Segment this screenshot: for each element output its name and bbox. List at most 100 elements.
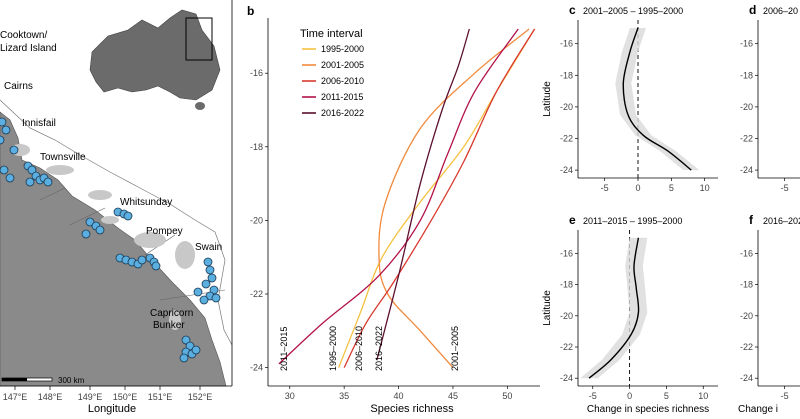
- map-x-ticks: 147°E 148°E 149°E 150°E 151°E 152°E: [3, 386, 213, 402]
- y-tick-label: -24: [560, 373, 573, 383]
- curve-label: 2011–2015: [279, 327, 289, 371]
- region-label-cooktown: Cooktown/Lizard Island: [0, 30, 57, 54]
- site-point: [0, 135, 5, 145]
- panel-b-series: [278, 28, 536, 369]
- y-tick-label: -20: [740, 102, 753, 112]
- site-point: [211, 293, 221, 303]
- panel-letter-b: b: [247, 4, 254, 18]
- site-point: [193, 287, 203, 297]
- panel-b-x-tick-label: 45: [448, 391, 458, 401]
- small-panels: c 2001–2005 – 1995–2000 -16 -18 -20 -22 -24 -5 0…: [542, 3, 800, 415]
- site-point: [85, 217, 95, 227]
- site-point: [207, 273, 217, 283]
- panel-title: 2006–20: [763, 6, 798, 16]
- site-point: [27, 165, 37, 175]
- zone-line-1: [39, 187, 226, 301]
- site-point: [123, 211, 133, 221]
- panel-letter-f: f: [749, 213, 754, 227]
- inset-focus-box: [185, 17, 213, 61]
- curve-label: 1995–2000: [328, 326, 338, 371]
- site-point: [81, 229, 91, 239]
- panel-b-y-tick-label: -20: [250, 215, 263, 225]
- y-tick-label: -24: [740, 373, 753, 383]
- site-point: [43, 177, 53, 187]
- panel-letter-c: c: [569, 3, 576, 17]
- panel-b-y-tick-label: -16: [250, 68, 263, 78]
- series-line-2011-2015: [278, 28, 519, 365]
- map-x-tick-label: 152°E: [188, 392, 213, 402]
- x-tick-label: 0: [627, 391, 632, 401]
- site-point: [0, 165, 9, 175]
- site-point: [185, 341, 195, 351]
- tasmania: [195, 102, 205, 110]
- legend-entry: 2006-2010: [321, 76, 364, 86]
- panel-b-y-tick-label: -24: [250, 363, 263, 373]
- region-label-townsville: Townsville: [40, 152, 86, 163]
- y-tick-label: -18: [740, 280, 753, 290]
- panel-b-x-tick-label: 40: [394, 391, 404, 401]
- y-tick-label: -22: [560, 134, 573, 144]
- y-tick-label: -22: [740, 342, 753, 352]
- site-point: [209, 285, 219, 295]
- region-label-swain: Swain: [195, 242, 222, 253]
- legend-entry: 2016-2022: [321, 108, 364, 118]
- y-tick-label: -22: [740, 134, 753, 144]
- x-tick-label: 0: [635, 183, 640, 193]
- x-tick-label: -5: [601, 183, 609, 193]
- reef-patches: [10, 144, 195, 330]
- map-panel: Cooktown/Lizard Island Cairns Innisfail …: [0, 0, 233, 415]
- curve-label: 2006–2010: [354, 326, 364, 371]
- site-point: [137, 255, 147, 265]
- y-tick-label: -20: [560, 102, 573, 112]
- panel-b-x-tick-label: 30: [285, 391, 295, 401]
- series-line-2001-2005: [378, 28, 530, 369]
- map-x-tick-label: 150°E: [113, 392, 138, 402]
- panel-letter-e: e: [569, 213, 576, 227]
- series-line-1995-2000: [338, 28, 536, 368]
- australia-outline: [89, 9, 221, 101]
- region-label-cairns: Cairns: [4, 81, 33, 92]
- site-point: [201, 279, 211, 289]
- site-points: [0, 117, 221, 363]
- site-point: [25, 177, 35, 187]
- site-point: [205, 265, 215, 275]
- x-tick-label: 10: [700, 183, 710, 193]
- region-label-capricorn-bunker: Capricorn Bunker: [150, 308, 193, 331]
- site-point: [179, 353, 189, 363]
- y-axis-label: Latitude: [542, 81, 553, 117]
- site-point: [199, 295, 209, 305]
- y-tick-label: -18: [560, 280, 573, 290]
- site-point: [1, 125, 11, 135]
- series-line-2006-2010: [343, 28, 536, 368]
- region-label-pompey: Pompey: [146, 226, 183, 237]
- site-point: [95, 225, 105, 235]
- map-x-axis-label: Longitude: [88, 403, 136, 415]
- y-tick-label: -16: [560, 248, 573, 258]
- site-point: [9, 145, 19, 155]
- y-tick-label: -16: [740, 39, 753, 49]
- x-axis-label: Change in species richness: [587, 404, 709, 415]
- trend-line: [622, 27, 692, 171]
- legend-entry: 2011-2015: [321, 92, 363, 102]
- site-point: [0, 117, 7, 127]
- legend-entry: 2001-2005: [321, 60, 364, 70]
- panel-letter-d: d: [749, 3, 756, 17]
- site-point: [203, 257, 213, 267]
- legend-entry: 1995-2000: [321, 44, 364, 54]
- panel-b-y-tick-label: -18: [250, 142, 263, 152]
- confidence-ribbon: [580, 237, 648, 379]
- scale-label: 300 km: [58, 376, 85, 385]
- curve-label: 2001–2005: [450, 326, 460, 371]
- curve-label: 2016–2022: [374, 326, 384, 371]
- x-axis-label: Change i: [738, 404, 778, 415]
- panel-title: 2016–202: [763, 216, 800, 226]
- region-label-innisfail: Innisfail: [22, 118, 56, 129]
- panel-c: c 2001–2005 – 1995–2000 -16 -18 -20 -22 -24 -5 0…: [542, 3, 718, 193]
- panel-b-y-tick-label: -22: [250, 289, 263, 299]
- x-tick-label: 5: [669, 183, 674, 193]
- confidence-ribbon: [615, 27, 700, 171]
- series-line-2016-2022: [376, 28, 470, 361]
- x-tick-label: -5: [589, 391, 597, 401]
